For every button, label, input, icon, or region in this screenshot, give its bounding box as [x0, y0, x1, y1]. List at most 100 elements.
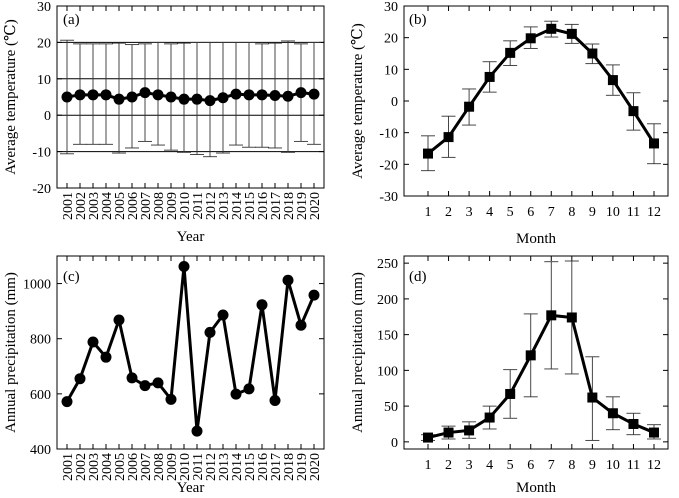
data-point	[308, 88, 320, 100]
data-point	[256, 299, 268, 311]
data-point	[256, 89, 268, 101]
x-tick-label: 2017	[269, 453, 284, 481]
x-tick-label: 2016	[256, 192, 271, 220]
x-tick-label: 2004	[100, 453, 115, 481]
y-tick-label: -10	[379, 127, 398, 142]
y-tick-label: 30	[384, 0, 398, 15]
x-tick-label: 2018	[282, 192, 297, 220]
series-line	[65, 264, 316, 433]
x-tick-label: 10	[606, 458, 620, 473]
data-point	[139, 380, 151, 392]
data-point	[484, 71, 495, 82]
y-tick-label: 100	[377, 364, 398, 379]
data-point	[152, 89, 164, 101]
y-tick-label: 10	[384, 63, 398, 78]
x-tick-label: 2007	[139, 453, 154, 481]
data-point	[165, 393, 177, 405]
data-point	[628, 418, 639, 429]
data-point	[607, 75, 618, 86]
x-tick-label: 2001	[61, 453, 76, 481]
data-point	[152, 377, 164, 389]
x-tick-label: 2004	[100, 192, 115, 220]
x-tick-label: 2	[445, 458, 452, 473]
x-tick-label: 2005	[113, 192, 128, 220]
x-tick-label: 4	[486, 458, 493, 473]
x-tick-label: 2006	[126, 192, 141, 220]
x-tick-label: 6	[527, 458, 534, 473]
x-tick-label: 2007	[139, 192, 154, 220]
plot-frame	[403, 255, 669, 450]
data-point	[191, 93, 203, 105]
data-point	[61, 91, 73, 103]
data-point	[587, 392, 598, 403]
y-tick-label: 0	[391, 436, 398, 451]
data-point	[87, 89, 99, 101]
panel-label: (c)	[63, 269, 80, 285]
x-tick-label: 2002	[74, 192, 89, 220]
y-tick-label: -30	[379, 190, 398, 205]
x-tick-label: 2016	[256, 453, 271, 481]
data-point	[649, 138, 659, 149]
y-axis-title: Annual precipitation (mm)	[3, 272, 19, 433]
series-line	[427, 27, 656, 155]
data-point	[423, 432, 433, 443]
data-point	[100, 89, 112, 101]
x-tick-label: 2001	[61, 192, 76, 220]
data-point	[464, 101, 475, 112]
data-point	[295, 319, 307, 331]
x-tick-label: 2020	[308, 453, 323, 481]
x-tick-label: 2003	[87, 192, 102, 220]
y-tick-label: 10	[37, 73, 51, 88]
data-point	[217, 309, 229, 321]
x-tick-label: 2018	[282, 453, 297, 481]
x-tick-label: 2011	[191, 453, 206, 480]
x-tick-label: 1	[425, 458, 432, 473]
x-tick-label: 2017	[269, 192, 284, 220]
x-tick-label: 2013	[217, 192, 232, 220]
y-axis-title: Annual precipitation (mm)	[350, 272, 366, 433]
y-tick-label: 400	[30, 443, 51, 458]
data-point	[191, 425, 203, 437]
y-tick-label: 600	[30, 388, 51, 403]
data-point	[546, 310, 557, 321]
data-point	[423, 148, 433, 159]
data-point	[443, 132, 454, 143]
data-point	[308, 289, 320, 301]
plot-frame	[56, 255, 325, 450]
y-tick-label: 0	[44, 109, 51, 124]
x-axis-title: Year	[177, 480, 205, 496]
x-tick-label: 12	[647, 458, 661, 473]
data-point	[204, 326, 216, 338]
data-point	[566, 312, 577, 323]
y-axis-title: Average temperature (℃)	[3, 19, 19, 175]
y-tick-label: 150	[377, 329, 398, 344]
data-point	[113, 314, 125, 326]
data-point	[269, 90, 281, 102]
x-tick-label: 10	[606, 205, 620, 220]
x-tick-label: 5	[507, 458, 514, 473]
data-point	[505, 388, 516, 399]
y-tick-label: 50	[384, 400, 398, 415]
x-tick-label: 8	[568, 458, 575, 473]
series-line	[427, 313, 655, 440]
data-point	[178, 93, 190, 105]
chart-panel-1: -20-100102030200120022003200420052006200…	[3, 0, 325, 245]
data-point	[607, 408, 618, 419]
y-tick-label: 800	[30, 333, 51, 348]
x-axis-title: Year	[177, 229, 205, 245]
x-tick-label: 2008	[152, 192, 167, 220]
plot-frame	[56, 5, 325, 189]
data-point	[204, 95, 216, 107]
x-tick-label: 2012	[204, 453, 219, 481]
data-point	[282, 274, 294, 286]
x-tick-label: 2019	[295, 453, 310, 481]
data-point	[139, 87, 151, 99]
data-point	[74, 89, 86, 101]
x-tick-label: 8	[568, 205, 575, 220]
x-tick-label: 12	[647, 205, 661, 220]
data-point	[269, 394, 281, 406]
x-tick-label: 2014	[230, 192, 245, 220]
x-tick-label: 4	[486, 205, 493, 220]
